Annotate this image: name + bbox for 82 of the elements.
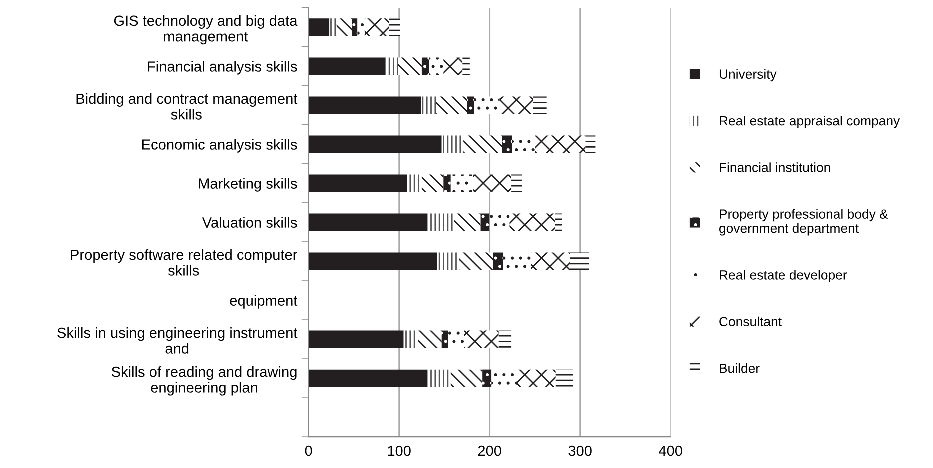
bar (389, 18, 400, 36)
y-tick-label: Skills in using engineering instrument and (58, 327, 298, 354)
bar (422, 174, 444, 192)
bar (464, 330, 499, 348)
legend-label: Real estate developer (720, 270, 848, 282)
legend-label: Real estate appraisal company (720, 116, 900, 128)
y-tick-label: Skills of reading and drawing engineering plan (112, 366, 297, 396)
y-tick-label: Economic analysis skills (142, 139, 298, 153)
bar (398, 58, 422, 76)
legend-label: Property professional body & government department (720, 209, 888, 236)
bar (570, 252, 590, 270)
x-tick-label: 0 (305, 446, 312, 456)
bar (492, 370, 517, 388)
bar (454, 214, 481, 232)
bar (404, 330, 418, 348)
bar (444, 174, 451, 192)
bar (464, 136, 502, 154)
bar (474, 174, 512, 192)
bar (308, 252, 438, 270)
bar (556, 370, 574, 388)
bar (330, 18, 337, 36)
bar (427, 214, 455, 232)
y-tick-label: Marketing skills (199, 178, 298, 192)
bar (554, 214, 562, 232)
bar (418, 330, 442, 348)
x-tick-label: 400 (658, 446, 682, 456)
bar (308, 174, 408, 192)
x-tick-label: 100 (388, 446, 411, 456)
y-tick-label: GIS technology and big data management (114, 15, 298, 45)
bar (308, 58, 386, 76)
bar (516, 370, 556, 388)
bar (512, 136, 536, 154)
bar (459, 252, 494, 270)
bar (467, 96, 474, 114)
bar (510, 214, 555, 232)
bar (364, 18, 390, 36)
bar (502, 136, 512, 154)
bar (480, 214, 490, 232)
bar (308, 370, 428, 388)
bar (474, 96, 500, 114)
legend-label: Consultant (720, 316, 782, 327)
bar (358, 18, 365, 36)
bar (429, 58, 444, 76)
bar (450, 174, 474, 192)
bar (482, 370, 492, 388)
bar (442, 330, 448, 348)
y-tick-label: Valuation skills (202, 217, 298, 228)
bar (531, 252, 570, 270)
bar (421, 96, 436, 114)
legend-label: Financial institution (720, 162, 830, 172)
bar (512, 174, 522, 192)
bar (586, 136, 596, 154)
bar (462, 58, 470, 76)
bar (308, 330, 404, 348)
bar (535, 136, 586, 154)
bar (493, 252, 504, 270)
bar (503, 252, 532, 270)
y-tick-label: Financial analysis skills (148, 61, 298, 75)
bar (450, 370, 483, 388)
bar (427, 370, 451, 388)
bar (336, 18, 352, 36)
y-tick-label: Property software related computer skills (71, 249, 298, 276)
bar (498, 330, 512, 348)
bar (444, 58, 463, 76)
y-tick-label: equipment (230, 295, 298, 309)
bar (422, 58, 430, 76)
x-tick-label: 200 (478, 446, 502, 456)
bar (490, 214, 510, 232)
bar (436, 96, 468, 114)
bar (448, 330, 464, 348)
legend-label: Builder (720, 364, 760, 374)
bar (533, 96, 547, 114)
bar (308, 18, 330, 36)
legend-label: University (720, 69, 777, 82)
bar (386, 58, 398, 76)
bar (308, 96, 422, 114)
bar (352, 18, 358, 36)
y-tick-label: Bidding and contract management skills (76, 93, 298, 120)
x-tick-label: 300 (568, 446, 592, 456)
bar (308, 136, 442, 154)
bar (308, 214, 428, 232)
bar (500, 96, 534, 114)
